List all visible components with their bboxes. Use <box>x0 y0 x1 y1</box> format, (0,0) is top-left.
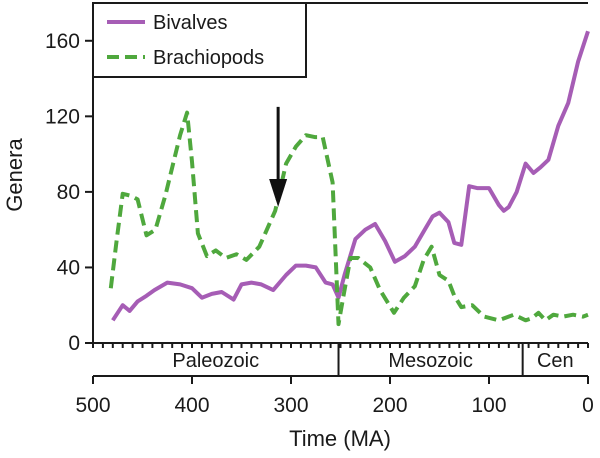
arrow-head <box>269 179 288 207</box>
x-tick-label: 0 <box>582 394 594 417</box>
legend-box <box>92 2 307 78</box>
era-label-cen: Cen <box>537 350 574 372</box>
y-tick-label: 160 <box>45 30 80 53</box>
series-line-brachiopods <box>108 110 589 327</box>
x-tick-label: 500 <box>75 394 110 417</box>
annotations <box>269 106 288 207</box>
legend: Bivalves Brachiopods <box>92 2 307 78</box>
x-tick-label: 300 <box>273 394 308 417</box>
era-label-paleozoic: Paleozoic <box>172 350 259 372</box>
x-tick-label: 400 <box>174 394 209 417</box>
x-tick-label: 200 <box>372 394 407 417</box>
era-label-mesozoic: Mesozoic <box>388 350 472 372</box>
y-tick-label: 0 <box>68 332 80 355</box>
series-layer <box>108 30 590 327</box>
y-tick-label: 80 <box>57 181 80 204</box>
x-tick-label: 100 <box>471 394 506 417</box>
x-axis-title: Time (MA) <box>289 426 391 451</box>
y-axis-title: Genera <box>2 138 27 212</box>
series-line-bivalves <box>111 30 590 322</box>
y-tick-label: 120 <box>45 105 80 128</box>
legend-label-bivalves: Bivalves <box>153 12 227 34</box>
legend-label-brachiopods: Brachiopods <box>153 47 264 69</box>
y-tick-label: 40 <box>57 256 80 279</box>
era-bar: Paleozoic Mesozoic Cen 500 400 300 200 100 0 <box>75 342 594 417</box>
